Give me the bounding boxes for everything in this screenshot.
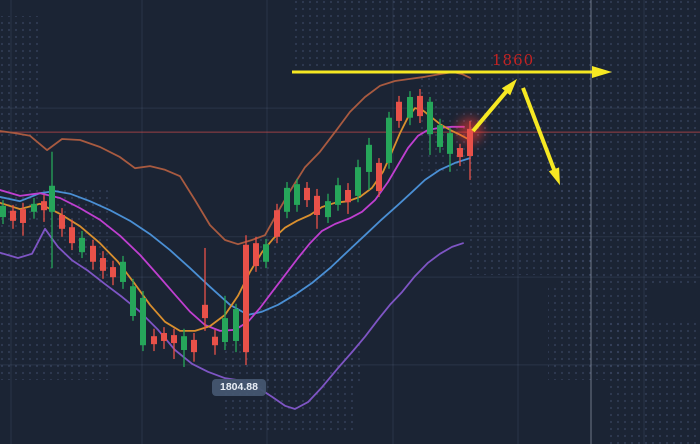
resistance-price-label: 1860 (492, 51, 535, 69)
low-price-tooltip: 1804.88 (212, 379, 266, 396)
